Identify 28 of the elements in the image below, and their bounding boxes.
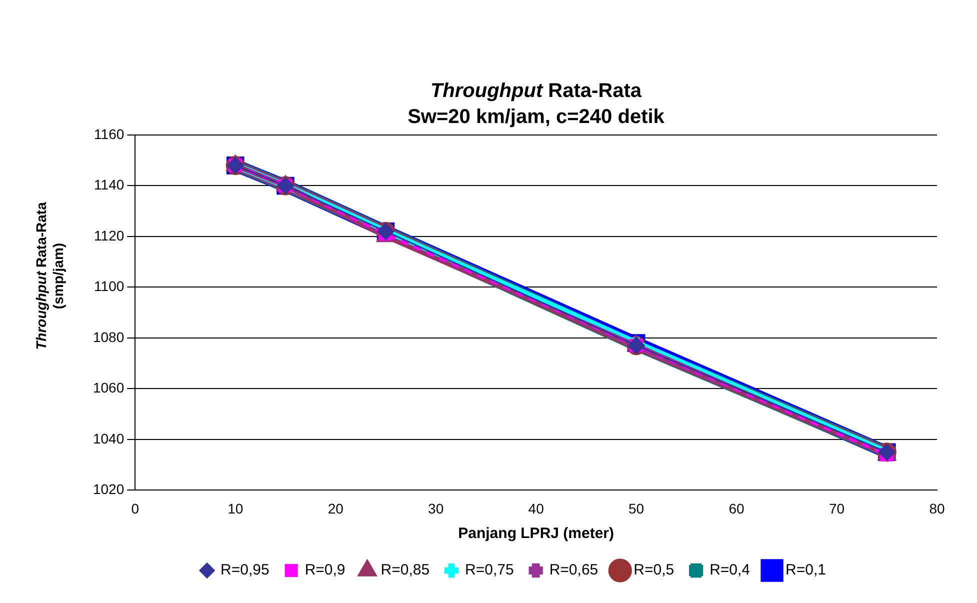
legend-label: R=0,85 xyxy=(380,562,430,579)
x-tick-label: 0 xyxy=(131,500,140,516)
y-tick-label: 1080 xyxy=(92,328,124,345)
x-tick-label: 80 xyxy=(929,500,945,516)
legend-label: R=0,95 xyxy=(220,562,270,579)
x-tick-label: 70 xyxy=(828,500,845,516)
legend-label: R=0,9 xyxy=(304,562,346,579)
x-tick-label: 60 xyxy=(728,500,745,516)
y-tick-label: 1140 xyxy=(94,176,124,193)
y-tick-label: 1160 xyxy=(94,126,124,142)
x-tick-label: 30 xyxy=(428,500,444,516)
x-axis-title: Panjang LPRJ (meter) xyxy=(458,525,614,542)
legend-label: R=0,75 xyxy=(465,562,514,579)
x-tick-label: 40 xyxy=(528,500,544,516)
chart-subtitle: Sw=20 km/jam, c=240 detik xyxy=(406,105,666,130)
chart-title: Throughput Rata-Rata xyxy=(429,79,643,104)
x-tick-label: 50 xyxy=(628,500,644,516)
y-tick-label: 1060 xyxy=(92,380,124,396)
x-tick-label: 20 xyxy=(328,500,344,516)
x-tick-label: 10 xyxy=(228,500,244,516)
y-tick-label: 1120 xyxy=(94,227,124,244)
legend-label: R=0,5 xyxy=(634,562,674,579)
legend-label: R=0,4 xyxy=(710,562,750,579)
y-tick-label: 1040 xyxy=(92,430,124,446)
y-tick-label: 1020 xyxy=(92,481,124,498)
legend-label: R=0,65 xyxy=(549,562,598,579)
legend-label: R=0,1 xyxy=(786,562,826,579)
y-tick-label: 1100 xyxy=(94,278,124,294)
